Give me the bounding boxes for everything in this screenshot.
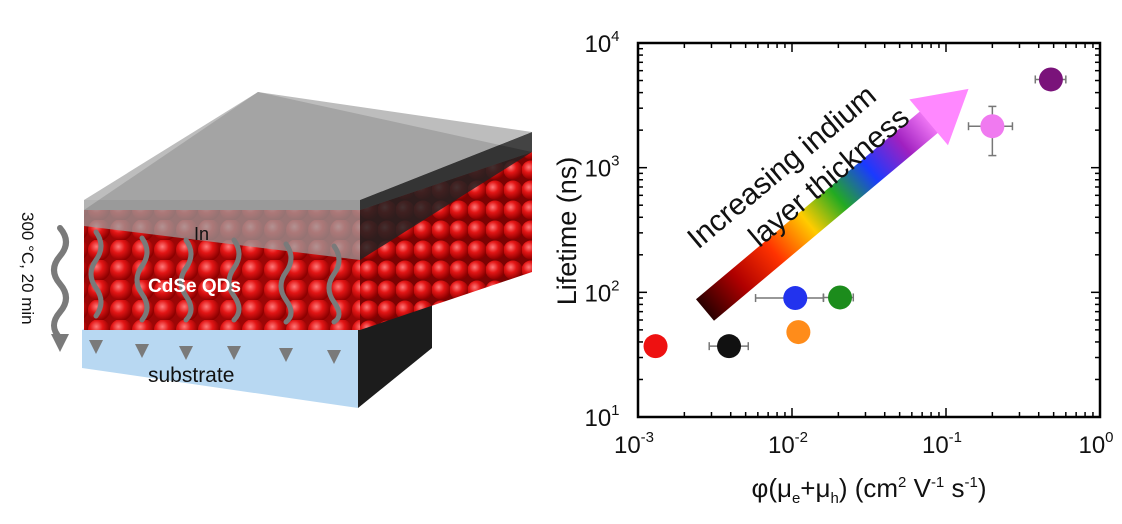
y-tick-label: 104 xyxy=(584,28,619,58)
anneal-arrowhead xyxy=(51,334,69,352)
y-tick-label: 103 xyxy=(584,153,619,183)
indium-front xyxy=(84,200,360,260)
diffusion-arrowheads xyxy=(89,340,341,364)
anneal-label: 300 °C, 20 min xyxy=(18,212,37,325)
plot-frame xyxy=(636,41,1102,419)
trend-arrow xyxy=(696,88,969,321)
data-point xyxy=(783,286,808,311)
data-point xyxy=(828,285,853,310)
y-axis-label: Lifetime (ns) xyxy=(552,157,582,306)
x-tick-label: 10-3 xyxy=(614,429,654,459)
x-tick-label: 100 xyxy=(1078,429,1113,459)
indium-top-face xyxy=(84,92,532,200)
anneal-arrow xyxy=(51,225,69,341)
x-tick-labels: 10-3 10-2 10-1 100 xyxy=(614,429,1114,459)
data-points xyxy=(643,67,1063,359)
substrate-label: substrate xyxy=(148,364,234,387)
y-tick-label: 102 xyxy=(584,277,619,307)
y-tick-labels: 101 102 103 104 xyxy=(584,28,619,432)
x-tick-label: 10-1 xyxy=(922,429,962,459)
y-tick-label: 101 xyxy=(584,402,619,432)
axis-ticks xyxy=(637,42,1101,418)
data-point xyxy=(717,334,742,359)
data-point xyxy=(643,334,668,359)
qd-label: CdSe QDs xyxy=(148,276,241,297)
indium-side xyxy=(360,132,532,260)
data-point xyxy=(980,114,1005,139)
diffusion-arrows xyxy=(88,229,342,325)
device-schematic: substrate In CdSe QDs 300 °C, 20 min xyxy=(18,92,532,408)
x-axis-label: φ(μe+μh) (cm2 V-1 s-1) xyxy=(751,473,986,507)
data-point xyxy=(786,320,811,345)
x-tick-label: 10-2 xyxy=(768,429,808,459)
data-point xyxy=(1038,67,1063,92)
indium-label: In xyxy=(194,224,209,244)
